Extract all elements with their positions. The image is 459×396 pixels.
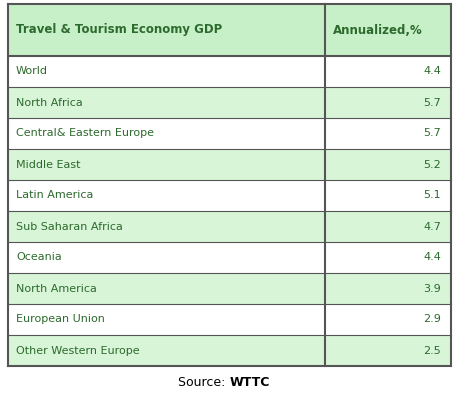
Text: 3.9: 3.9 — [423, 284, 441, 293]
Text: Oceania: Oceania — [16, 253, 62, 263]
Text: Travel & Tourism Economy GDP: Travel & Tourism Economy GDP — [16, 23, 222, 36]
Text: 2.9: 2.9 — [423, 314, 441, 324]
Text: Middle East: Middle East — [16, 160, 80, 169]
Bar — [8, 304, 451, 335]
Text: Sub Saharan Africa: Sub Saharan Africa — [16, 221, 123, 232]
Text: World: World — [16, 67, 48, 76]
Bar — [8, 118, 451, 149]
Bar — [8, 211, 451, 242]
Text: European Union: European Union — [16, 314, 105, 324]
Text: Source:: Source: — [178, 375, 230, 388]
Bar — [8, 273, 451, 304]
Text: North Africa: North Africa — [16, 97, 83, 107]
Text: Latin America: Latin America — [16, 190, 93, 200]
Text: North America: North America — [16, 284, 97, 293]
Text: WTTC: WTTC — [230, 375, 270, 388]
Bar — [8, 242, 451, 273]
Text: 4.4: 4.4 — [423, 67, 441, 76]
Bar — [8, 149, 451, 180]
Text: 4.7: 4.7 — [423, 221, 441, 232]
Text: Other Western Europe: Other Western Europe — [16, 345, 140, 356]
Bar — [8, 335, 451, 366]
Text: 5.2: 5.2 — [423, 160, 441, 169]
Bar — [8, 180, 451, 211]
Text: 2.5: 2.5 — [423, 345, 441, 356]
Text: 5.7: 5.7 — [423, 128, 441, 139]
Text: 5.7: 5.7 — [423, 97, 441, 107]
Text: Annualized,%: Annualized,% — [333, 23, 422, 36]
Bar — [8, 87, 451, 118]
Bar — [8, 4, 451, 56]
Bar — [8, 56, 451, 87]
Text: 5.1: 5.1 — [423, 190, 441, 200]
Text: Central& Eastern Europe: Central& Eastern Europe — [16, 128, 154, 139]
Text: 4.4: 4.4 — [423, 253, 441, 263]
